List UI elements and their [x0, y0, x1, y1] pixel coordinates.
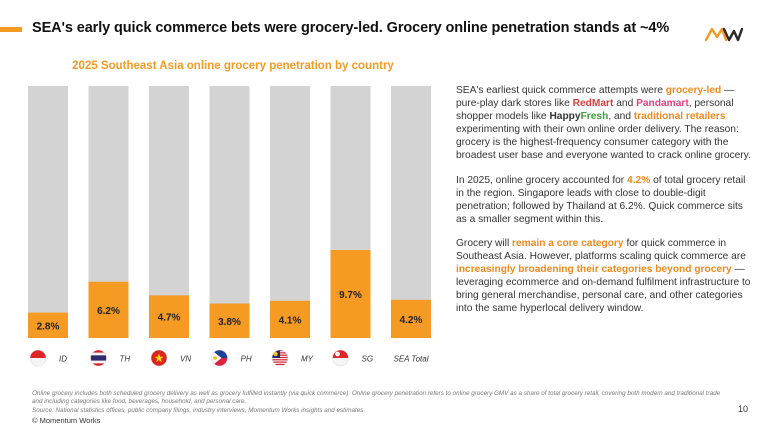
highlight-4-2-percent: 4.2% — [627, 174, 651, 186]
bar-group-th: 6.2% TH — [88, 86, 131, 367]
text: Grocery will — [456, 237, 513, 249]
brand-redmart: RedMart — [572, 98, 614, 110]
bar-group-vn: 4.7% VN — [149, 86, 191, 367]
bar-group-ph: 3.8% PH — [209, 86, 252, 367]
category-label: VN — [180, 355, 191, 364]
text: SEA's earliest quick commerce attempts w… — [456, 85, 666, 96]
text: — pure-play dark stores like — [456, 85, 735, 110]
category-label: PH — [241, 355, 252, 364]
bar-background — [270, 86, 310, 338]
data-label: 4.1% — [279, 315, 302, 326]
text: for quick commerce in Southeast Asia. Ho… — [456, 237, 746, 263]
brand-happyfresh-fresh: Fresh — [580, 111, 609, 123]
bar-group-sea-total: 4.2% SEA Total — [391, 86, 431, 364]
footnote: Online grocery includes both scheduled g… — [32, 390, 722, 415]
philippines-flag-icon — [211, 349, 228, 367]
commentary-paragraph-2: In 2025, online grocery accounted for 4.… — [456, 174, 756, 226]
bar-group-my: 4.1% MY — [270, 86, 314, 367]
thailand-flag-icon — [90, 349, 107, 367]
text: — leveraging ecommerce and on-demand ful… — [456, 264, 751, 315]
highlight-core-category: remain a core category — [512, 237, 624, 249]
bar-value — [28, 312, 68, 338]
title-accent-bar — [0, 27, 22, 32]
category-label: MY — [301, 355, 314, 364]
page-number: 10 — [738, 404, 749, 414]
data-label: 6.2% — [97, 306, 120, 317]
malaysia-flag-icon — [271, 349, 289, 367]
text: and — [613, 98, 637, 110]
penetration-bar-chart: 2.8% ID 6.2% TH 4.7% VN 3.8% PH 4.1% MY 9.7% SG 4.2%… — [28, 86, 431, 367]
page-title: SEA's early quick commerce bets were gro… — [32, 20, 670, 36]
commentary: SEA's earliest quick commerce attempts w… — [456, 84, 756, 327]
bar-background — [391, 86, 431, 338]
bar-background — [28, 86, 68, 338]
text: In 2025, online grocery accounted for — [456, 174, 628, 186]
bar-value — [330, 250, 371, 338]
footnote-definition: Online grocery includes both scheduled g… — [32, 390, 721, 406]
category-label: SEA Total — [394, 355, 429, 364]
vietnam-flag-icon — [150, 349, 168, 367]
bar-group-sg: 9.7% SG — [330, 86, 374, 367]
category-label: ID — [59, 355, 67, 364]
brand-happyfresh-happy: Happy — [549, 111, 581, 123]
bar-value — [209, 303, 250, 338]
data-label: 4.2% — [400, 315, 423, 326]
momentum-works-logo — [704, 27, 744, 42]
bar-background — [209, 86, 250, 338]
data-label: 2.8% — [37, 321, 60, 332]
data-label: 9.7% — [339, 290, 362, 301]
bar-value — [270, 300, 310, 338]
highlight-grocery-led: grocery-led — [665, 85, 722, 96]
category-label: TH — [120, 355, 131, 364]
brand-pandamart: Pandamart — [636, 98, 689, 110]
category-label: SG — [362, 355, 374, 364]
copyright: © Momentum Works — [32, 416, 101, 425]
commentary-paragraph-3: Grocery will remain a core category for … — [456, 237, 756, 316]
indonesia-flag-icon — [29, 349, 47, 367]
highlight-broadening-categories: increasingly broadening their categories… — [456, 264, 732, 276]
singapore-flag-icon — [332, 349, 349, 367]
bar-value — [391, 299, 431, 338]
bar-value — [88, 281, 129, 338]
data-label: 4.7% — [158, 313, 181, 324]
chart-title: 2025 Southeast Asia online grocery penet… — [72, 60, 394, 72]
data-label: 3.8% — [218, 317, 241, 328]
commentary-paragraph-1: SEA's earliest quick commerce attempts w… — [456, 84, 756, 163]
highlight-traditional-retailers: traditional retailers — [633, 111, 726, 123]
text: experimenting with their own online orde… — [456, 124, 751, 162]
footnote-source: Source: National statistics offices, pub… — [32, 406, 364, 414]
bar-group-id: 2.8% ID — [28, 86, 68, 367]
bar-value — [149, 295, 189, 338]
text: of total grocery retail in the region. S… — [456, 174, 746, 225]
text: , and — [608, 111, 634, 123]
text: , personal shopper models like — [456, 98, 734, 123]
